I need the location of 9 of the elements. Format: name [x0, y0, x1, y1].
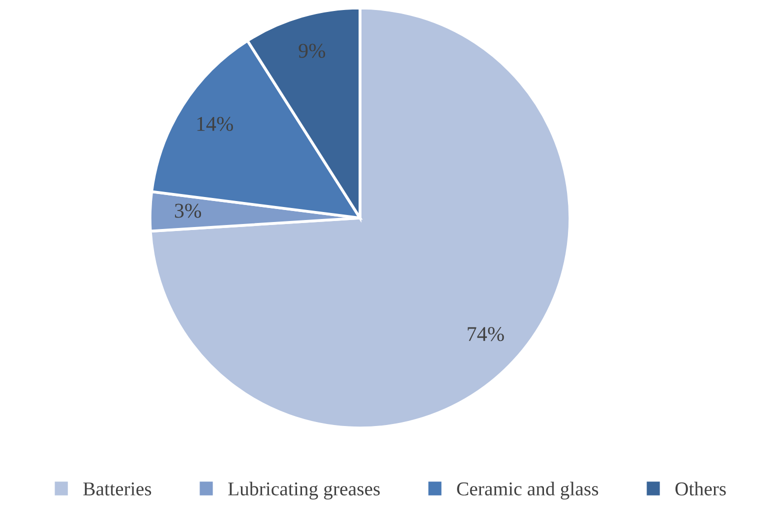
- legend-label: Lubricating greases: [228, 482, 380, 500]
- data-label: 9%: [298, 44, 326, 58]
- legend-label: Ceramic and glass: [457, 482, 598, 500]
- data-label: 14%: [197, 116, 233, 132]
- legend-label: Batteries: [83, 482, 152, 496]
- data-label: 74%: [468, 327, 504, 342]
- legend-label: Others: [675, 482, 726, 496]
- data-label: 3%: [174, 204, 202, 218]
- pie-slice: [149, 6, 572, 430]
